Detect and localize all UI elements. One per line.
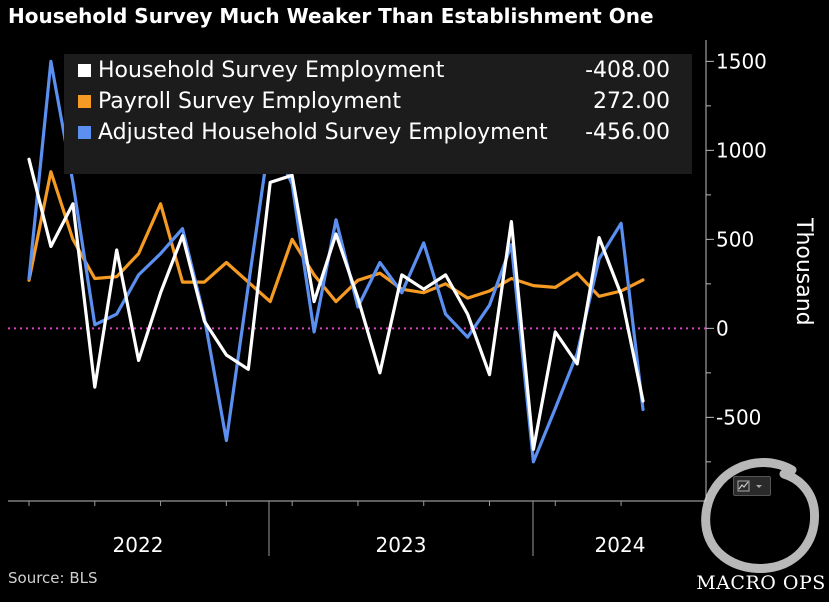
legend-swatch-payroll xyxy=(78,95,91,108)
x-period-label: 2023 xyxy=(376,533,427,557)
series-line-payroll-survey-employment xyxy=(27,170,645,304)
line-chart-icon xyxy=(737,480,762,492)
macro-ops-watermark: MACRO OPS xyxy=(696,456,826,602)
series-line-adjusted-household-survey-employment xyxy=(27,59,645,464)
legend-label-household: Household Survey Employment xyxy=(98,58,445,83)
y-axis-title: Thousand xyxy=(791,217,816,326)
legend-swatch-household xyxy=(78,64,91,77)
y-tick-label: -500 xyxy=(716,405,761,429)
legend-value-adjusted-household: -456.00 xyxy=(585,120,670,145)
legend: Household Survey Employment -408.00 Payr… xyxy=(64,54,692,174)
y-tick-label: 0 xyxy=(716,316,729,340)
legend-value-payroll: 272.00 xyxy=(593,89,670,114)
legend-swatch-adjusted-household xyxy=(78,126,91,139)
legend-value-household: -408.00 xyxy=(585,58,670,83)
source-note: Source: BLS xyxy=(8,569,98,587)
y-tick-label: 1500 xyxy=(716,49,767,73)
legend-label-adjusted-household: Adjusted Household Survey Employment xyxy=(98,120,548,145)
series-line-household-survey-employment xyxy=(27,157,645,451)
chart-type-button[interactable] xyxy=(733,476,771,496)
y-tick-label: 1000 xyxy=(716,138,767,162)
watermark-text: MACRO OPS xyxy=(696,572,826,594)
x-period-label: 2022 xyxy=(113,533,164,557)
chart-title: Household Survey Much Weaker Than Establ… xyxy=(8,4,654,28)
x-period-label: 2024 xyxy=(595,533,646,557)
enso-circle-icon xyxy=(701,458,820,573)
legend-label-payroll: Payroll Survey Employment xyxy=(98,89,401,114)
y-tick-label: 500 xyxy=(716,227,754,251)
